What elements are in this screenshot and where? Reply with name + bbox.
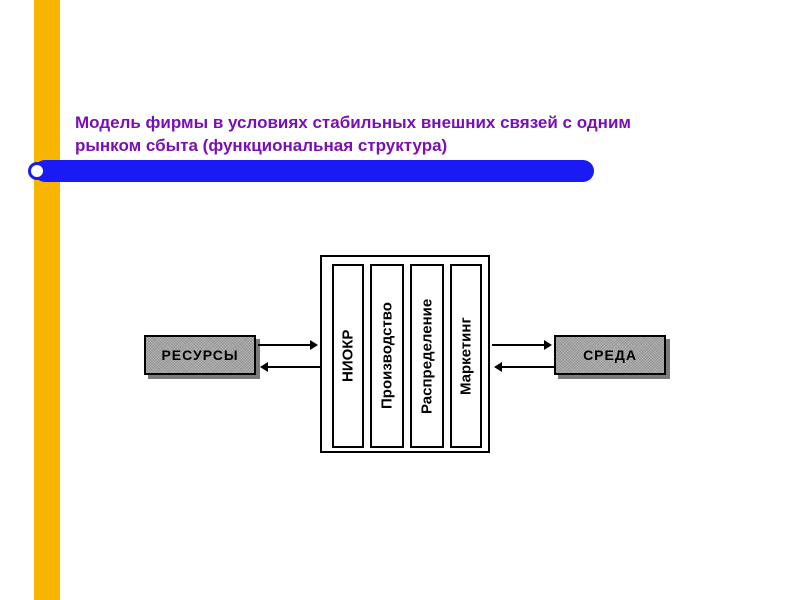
node-environment-label: СРЕДА [583, 347, 637, 363]
node-func-production: Производство [370, 264, 404, 448]
arrow-center-to-resources [268, 366, 320, 368]
diagram: РЕСУРСЫ СРЕДА НИОКР Производство Распред… [0, 0, 800, 600]
node-func-production-label: Производство [379, 303, 396, 410]
arrow-environment-to-center [502, 366, 554, 368]
arrow-resources-to-center [258, 344, 310, 346]
node-resources: РЕСУРСЫ [144, 335, 256, 375]
node-func-distribution-label: Распределение [419, 298, 436, 413]
node-center: НИОКР Производство Распределение Маркети… [320, 255, 490, 453]
node-func-marketing-label: Маркетинг [458, 317, 475, 395]
node-func-marketing: Маркетинг [450, 264, 482, 448]
node-func-niokr-label: НИОКР [340, 330, 357, 382]
node-func-niokr: НИОКР [332, 264, 364, 448]
node-resources-label: РЕСУРСЫ [161, 347, 238, 363]
node-func-distribution: Распределение [410, 264, 444, 448]
arrow-center-to-environment [492, 344, 544, 346]
node-environment: СРЕДА [554, 335, 666, 375]
